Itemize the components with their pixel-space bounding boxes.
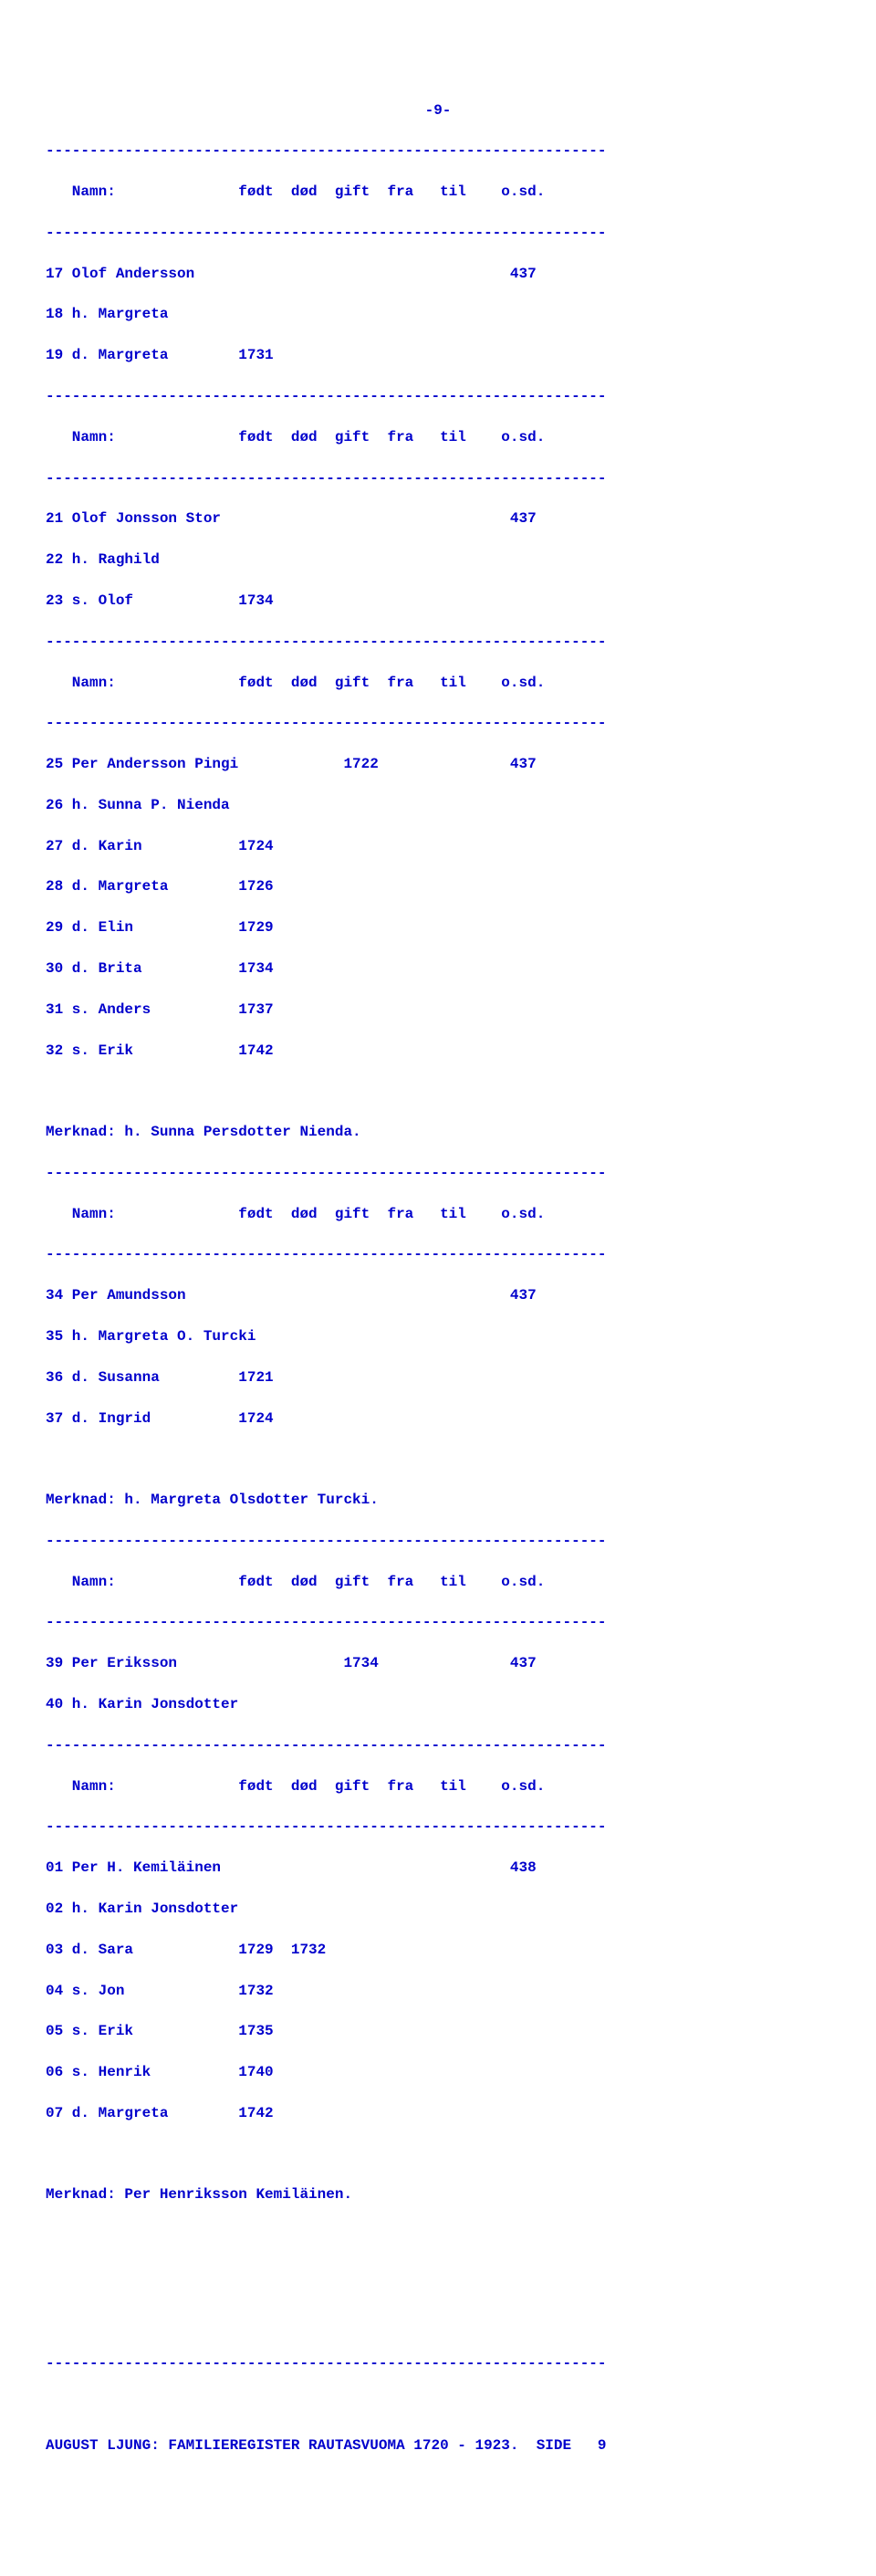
rule: ----------------------------------------… bbox=[46, 1612, 830, 1632]
column-header: Namn: født død gift fra til o.sd. bbox=[46, 1776, 830, 1796]
record-line: 30 d. Brita 1734 bbox=[46, 958, 830, 979]
document-page: -9- ------------------------------------… bbox=[46, 79, 830, 2476]
record-line: 21 Olof Jonsson Stor 437 bbox=[46, 508, 830, 529]
record-line: 34 Per Amundsson 437 bbox=[46, 1285, 830, 1305]
record-line: 37 d. Ingrid 1724 bbox=[46, 1408, 830, 1429]
page-number: -9- bbox=[46, 100, 830, 120]
note-line: Merknad: Per Henriksson Kemiläinen. bbox=[46, 2184, 830, 2204]
rule: ----------------------------------------… bbox=[46, 1817, 830, 1837]
footer-rule: ----------------------------------------… bbox=[46, 2353, 830, 2373]
rule: ----------------------------------------… bbox=[46, 141, 830, 161]
record-line: 04 s. Jon 1732 bbox=[46, 1981, 830, 2001]
footer-line: AUGUST LJUNG: FAMILIEREGISTER RAUTASVUOM… bbox=[46, 2435, 830, 2456]
column-header: Namn: født død gift fra til o.sd. bbox=[46, 427, 830, 447]
record-line: 06 s. Henrik 1740 bbox=[46, 2062, 830, 2082]
blank-line bbox=[46, 1449, 830, 1469]
blank-line bbox=[46, 1081, 830, 1101]
record-line: 25 Per Andersson Pingi 1722 437 bbox=[46, 754, 830, 774]
record-line: 18 h. Margreta bbox=[46, 304, 830, 324]
rule: ----------------------------------------… bbox=[46, 713, 830, 733]
record-line: 32 s. Erik 1742 bbox=[46, 1041, 830, 1061]
record-line: 22 h. Raghild bbox=[46, 550, 830, 570]
record-line: 23 s. Olof 1734 bbox=[46, 591, 830, 611]
rule: ----------------------------------------… bbox=[46, 1244, 830, 1264]
note-line: Merknad: h. Margreta Olsdotter Turcki. bbox=[46, 1490, 830, 1510]
rule: ----------------------------------------… bbox=[46, 1531, 830, 1551]
record-line: 19 d. Margreta 1731 bbox=[46, 345, 830, 365]
column-header: Namn: født død gift fra til o.sd. bbox=[46, 1204, 830, 1224]
record-line: 01 Per H. Kemiläinen 438 bbox=[46, 1858, 830, 1878]
note-line: Merknad: h. Sunna Persdotter Nienda. bbox=[46, 1122, 830, 1142]
record-line: 26 h. Sunna P. Nienda bbox=[46, 795, 830, 815]
rule: ----------------------------------------… bbox=[46, 1163, 830, 1183]
record-line: 36 d. Susanna 1721 bbox=[46, 1367, 830, 1387]
record-line: 17 Olof Andersson 437 bbox=[46, 264, 830, 284]
blank-line bbox=[46, 2394, 830, 2414]
record-line: 31 s. Anders 1737 bbox=[46, 1000, 830, 1020]
column-header: Namn: født død gift fra til o.sd. bbox=[46, 673, 830, 693]
record-line: 28 d. Margreta 1726 bbox=[46, 876, 830, 896]
record-line: 35 h. Margreta O. Turcki bbox=[46, 1326, 830, 1346]
record-line: 03 d. Sara 1729 1732 bbox=[46, 1940, 830, 1960]
rule: ----------------------------------------… bbox=[46, 468, 830, 488]
record-line: 07 d. Margreta 1742 bbox=[46, 2103, 830, 2123]
blank-line bbox=[46, 2144, 830, 2164]
record-line: 27 d. Karin 1724 bbox=[46, 836, 830, 856]
record-line: 05 s. Erik 1735 bbox=[46, 2021, 830, 2041]
column-header: Namn: født død gift fra til o.sd. bbox=[46, 1572, 830, 1592]
rule: ----------------------------------------… bbox=[46, 386, 830, 406]
rule: ----------------------------------------… bbox=[46, 223, 830, 243]
column-header: Namn: født død gift fra til o.sd. bbox=[46, 182, 830, 202]
record-line: 02 h. Karin Jonsdotter bbox=[46, 1899, 830, 1919]
rule: ----------------------------------------… bbox=[46, 1735, 830, 1755]
record-line: 29 d. Elin 1729 bbox=[46, 917, 830, 937]
rule: ----------------------------------------… bbox=[46, 632, 830, 652]
record-line: 39 Per Eriksson 1734 437 bbox=[46, 1653, 830, 1673]
record-line: 40 h. Karin Jonsdotter bbox=[46, 1694, 830, 1714]
